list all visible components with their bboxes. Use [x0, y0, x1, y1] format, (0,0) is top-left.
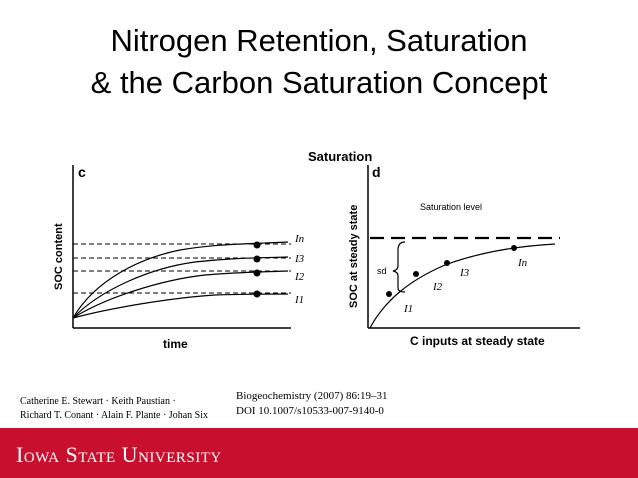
panel-d-label-in: In [517, 257, 528, 269]
panel-c-x-label: time [163, 337, 188, 351]
figure-header-label: Saturation [308, 149, 372, 164]
panel-d-point-i2 [413, 271, 419, 277]
panel-c: c In I3 I2 I1 SOC content time [53, 164, 305, 351]
panel-c-label-in: In [294, 233, 305, 245]
university-logo: Iowa State University [16, 442, 222, 467]
footer-banner: Iowa State University [0, 428, 638, 478]
panel-d-saturation-label: Saturation level [420, 202, 482, 212]
panel-c-label-i1: I1 [294, 294, 304, 306]
panel-c-point-i2 [253, 269, 261, 277]
panel-c-point-in [253, 241, 261, 249]
panel-c-curve-in [72, 241, 289, 319]
panel-c-curve-i3 [72, 256, 289, 319]
panel-c-curve-i1 [72, 293, 289, 319]
panel-d-point-i1 [386, 291, 392, 297]
panel-d: d Saturation level sd I1 I2 I3 In SOC at… [348, 164, 580, 348]
citation-authors-line1: Catherine E. Stewart · Keith Paustian · [20, 396, 176, 407]
panel-c-curve-i2 [72, 270, 289, 319]
panel-d-point-i3 [444, 260, 450, 266]
panel-c-point-i3 [253, 255, 261, 263]
citation-journal: Biogeochemistry (2007) 86:19–31 [236, 390, 388, 402]
panel-d-x-label: C inputs at steady state [410, 334, 545, 348]
panel-c-label-i2: I2 [294, 271, 305, 283]
panel-d-letter: d [372, 164, 381, 180]
panel-c-y-label: SOC content [53, 223, 65, 290]
citation-doi: DOI 10.1007/s10533-007-9140-0 [236, 405, 384, 417]
citation-authors-line2: Richard T. Conant · Alain F. Plante · Jo… [20, 410, 208, 421]
slide-title-line2: & the Carbon Saturation Concept [90, 65, 548, 100]
panel-d-label-i2: I2 [432, 281, 443, 293]
panel-d-sd-bracket [392, 241, 406, 293]
panel-c-label-i3: I3 [294, 253, 305, 265]
panel-d-point-in [511, 245, 517, 251]
panel-d-sd-label: sd [377, 266, 387, 276]
panel-c-letter: c [78, 164, 86, 180]
panel-d-y-label: SOC at steady state [348, 205, 360, 308]
panel-d-label-i1: I1 [403, 303, 413, 315]
panel-d-label-i3: I3 [459, 267, 470, 279]
slide-title-line1: Nitrogen Retention, Saturation [110, 23, 528, 58]
panel-c-point-i1 [253, 290, 261, 298]
saturation-figure: Saturation c In I3 I2 I1 SOC content tim… [53, 149, 580, 351]
